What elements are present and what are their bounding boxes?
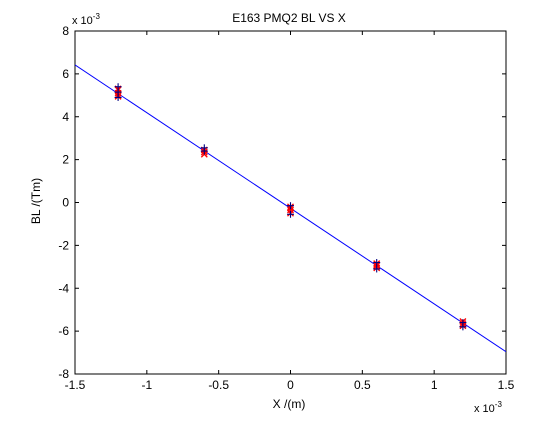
y-exponent-power: -3 [93, 12, 101, 21]
x-exponent-power: -3 [495, 400, 503, 409]
x-tick-label: 1.5 [498, 378, 515, 392]
ticks-layer: -1.5 -1 -0.5 0 0.5 1 1.5 -8 -6 -4 -2 0 2 4 6 8 [58, 24, 514, 392]
y-axis-label: BL /(Tm) [29, 178, 43, 224]
data-point [373, 259, 381, 267]
plot-layer [74, 30, 507, 375]
y-tick-label: -4 [58, 281, 69, 295]
x-tick-label: 0 [287, 378, 294, 392]
y-tick-label: -8 [58, 367, 69, 381]
y-exponent-label: x 10-3 [72, 12, 100, 27]
y-tick-label: 0 [62, 196, 69, 210]
x-exponent-label: x 10-3 [474, 400, 502, 415]
data-point [287, 202, 294, 210]
data-point [200, 147, 208, 155]
data-series-2 [114, 83, 467, 331]
x-tick-label: -0.5 [208, 378, 229, 392]
y-tick-label: -6 [58, 324, 69, 338]
y-tick-label: 8 [62, 24, 69, 38]
data-point [373, 265, 381, 273]
data-point [114, 93, 122, 101]
x-tick-label: -1.5 [65, 378, 86, 392]
y-tick-label: 2 [62, 153, 69, 167]
y-tick-label: -2 [58, 238, 69, 252]
x-exponent-base: x 10 [474, 403, 495, 415]
data-point [287, 210, 294, 218]
data-point [114, 83, 122, 91]
y-exponent-base: x 10 [72, 15, 93, 27]
y-tick-label: 6 [62, 67, 69, 81]
x-tick-label: 1 [431, 378, 438, 392]
chart-title: E163 PMQ2 BL VS X [232, 11, 346, 25]
x-tick-label: 0.5 [354, 378, 371, 392]
x-tick-label: -1 [141, 378, 152, 392]
x-axis-label: X /(m) [273, 397, 306, 411]
data-point [459, 323, 467, 331]
y-tick-label: 4 [62, 110, 69, 124]
